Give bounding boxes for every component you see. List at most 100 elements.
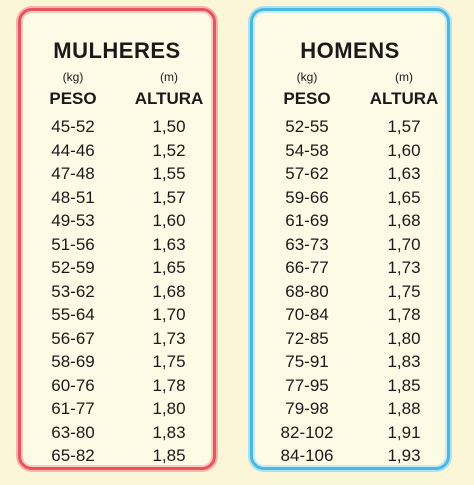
peso-cell: 70-84: [285, 305, 329, 324]
altura-cell: 1,78: [387, 305, 421, 324]
altura-cell: 1,55: [152, 164, 186, 183]
men-altura-unit: (m): [395, 70, 413, 84]
altura-cell: 1,85: [152, 446, 186, 465]
altura-cell: 1,70: [387, 234, 421, 254]
men-rows: 52-55 1,57 54-58 1,60 57-62 1,63 59-66 1,65 61-6…: [253, 115, 447, 468]
table-row: 66-77 1,73: [253, 256, 447, 280]
peso-cell: 68-80: [285, 281, 329, 301]
peso-cell: 57-62: [285, 164, 329, 183]
peso-cell: 61-69: [285, 211, 329, 230]
women-peso-header: PESO: [49, 89, 97, 108]
women-altura-header: ALTURA: [134, 89, 204, 108]
peso-cell: 60-76: [51, 375, 95, 395]
peso-cell: 79-98: [285, 399, 329, 418]
peso-cell: 65-82: [51, 446, 95, 465]
table-row: 48-51 1,57: [21, 186, 213, 210]
table-row: 51-56 1,63: [21, 233, 213, 257]
peso-cell: 61-77: [51, 399, 95, 418]
men-table-panel: HOMENS (kg) (m) PESO ALTURA 52-55 1,57 54-…: [250, 8, 450, 470]
table-row: 53-62 1,68: [21, 280, 213, 304]
peso-cell: 75-91: [285, 352, 329, 371]
altura-cell: 1,63: [152, 234, 186, 254]
altura-cell: 1,57: [387, 117, 421, 136]
table-row: 65-82 1,85: [21, 444, 213, 468]
peso-cell: 84-106: [280, 446, 334, 465]
peso-cell: 49-53: [51, 211, 95, 230]
altura-cell: 1,65: [152, 258, 186, 277]
table-row: 59-66 1,65: [253, 186, 447, 210]
altura-cell: 1,60: [387, 140, 421, 160]
peso-cell: 52-59: [51, 258, 95, 277]
table-row: 72-85 1,80: [253, 327, 447, 351]
peso-cell: 53-62: [51, 281, 95, 301]
altura-cell: 1,73: [387, 258, 421, 277]
altura-cell: 1,83: [152, 422, 186, 442]
peso-cell: 77-95: [285, 375, 329, 395]
altura-cell: 1,80: [152, 399, 186, 418]
peso-cell: 45-52: [51, 117, 95, 136]
altura-cell: 1,52: [152, 140, 186, 160]
table-row: 57-62 1,63: [253, 162, 447, 186]
altura-cell: 1,65: [387, 187, 421, 207]
women-table-panel: MULHERES (kg) (m) PESO ALTURA 45-52 1,50 4…: [18, 8, 216, 470]
women-peso-unit: (kg): [62, 70, 84, 84]
altura-cell: 1,75: [387, 281, 421, 301]
table-row: 79-98 1,88: [253, 397, 447, 421]
peso-cell: 59-66: [285, 187, 329, 207]
altura-cell: 1,85: [387, 375, 421, 395]
peso-cell: 55-64: [51, 305, 95, 324]
altura-cell: 1,57: [152, 187, 186, 207]
altura-cell: 1,75: [152, 352, 186, 371]
altura-cell: 1,70: [152, 305, 186, 324]
table-row: 82-102 1,91: [253, 421, 447, 445]
table-row: 55-64 1,70: [21, 303, 213, 327]
table-row: 47-48 1,55: [21, 162, 213, 186]
altura-cell: 1,78: [152, 375, 186, 395]
table-row: 60-76 1,78: [21, 374, 213, 398]
men-peso-header: PESO: [283, 89, 331, 108]
table-row: 45-52 1,50: [21, 115, 213, 139]
peso-cell: 47-48: [51, 164, 95, 183]
altura-cell: 1,73: [152, 328, 186, 348]
altura-cell: 1,93: [387, 446, 421, 465]
peso-cell: 66-77: [285, 258, 329, 277]
altura-cell: 1,91: [387, 422, 421, 442]
women-title: MULHERES: [53, 38, 181, 63]
peso-cell: 56-67: [51, 328, 95, 348]
altura-cell: 1,83: [387, 352, 421, 371]
table-row: 49-53 1,60: [21, 209, 213, 233]
table-row: 84-106 1,93: [253, 444, 447, 468]
peso-cell: 51-56: [51, 234, 95, 254]
men-title: HOMENS: [300, 38, 400, 63]
peso-cell: 44-46: [51, 140, 95, 160]
table-row: 63-80 1,83: [21, 421, 213, 445]
table-row: 52-55 1,57: [253, 115, 447, 139]
table-row: 54-58 1,60: [253, 139, 447, 163]
table-row: 77-95 1,85: [253, 374, 447, 398]
peso-cell: 48-51: [51, 187, 95, 207]
women-rows: 45-52 1,50 44-46 1,52 47-48 1,55 48-51 1,57 49-5…: [21, 115, 213, 468]
table-row: 44-46 1,52: [21, 139, 213, 163]
altura-cell: 1,60: [152, 211, 186, 230]
altura-cell: 1,88: [387, 399, 421, 418]
men-altura-header: ALTURA: [369, 89, 439, 108]
peso-cell: 52-55: [285, 117, 329, 136]
peso-cell: 58-69: [51, 352, 95, 371]
peso-cell: 72-85: [285, 328, 329, 348]
men-peso-unit: (kg): [296, 70, 318, 84]
peso-cell: 63-80: [51, 422, 95, 442]
altura-cell: 1,68: [152, 281, 186, 301]
altura-cell: 1,80: [387, 328, 421, 348]
peso-cell: 54-58: [285, 140, 329, 160]
table-row: 61-77 1,80: [21, 397, 213, 421]
altura-cell: 1,63: [387, 164, 421, 183]
table-row: 75-91 1,83: [253, 350, 447, 374]
peso-cell: 63-73: [285, 234, 329, 254]
table-row: 61-69 1,68: [253, 209, 447, 233]
peso-cell: 82-102: [280, 422, 334, 442]
table-row: 63-73 1,70: [253, 233, 447, 257]
table-row: 52-59 1,65: [21, 256, 213, 280]
table-row: 56-67 1,73: [21, 327, 213, 351]
altura-cell: 1,68: [387, 211, 421, 230]
table-row: 68-80 1,75: [253, 280, 447, 304]
